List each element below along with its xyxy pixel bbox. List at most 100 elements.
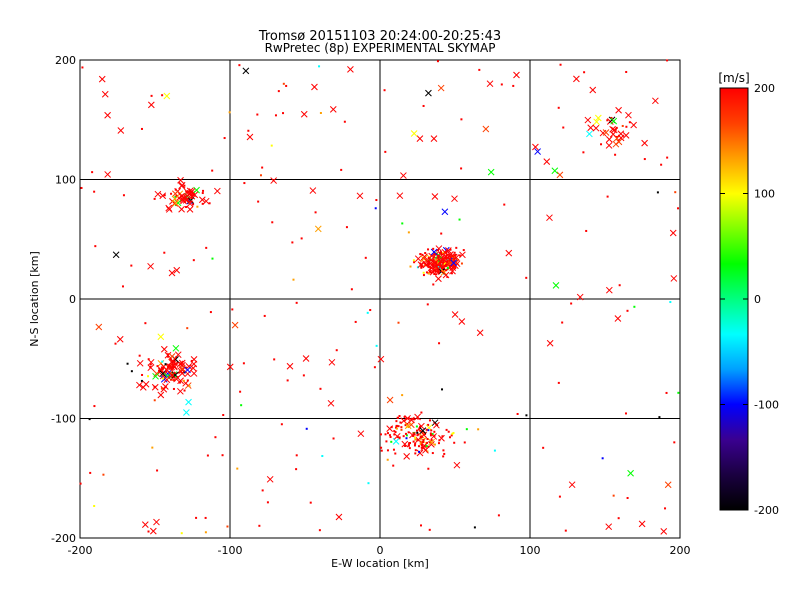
marker-x <box>117 127 125 134</box>
marker-point <box>447 430 450 433</box>
marker-point <box>147 375 150 378</box>
marker-x <box>425 89 432 97</box>
marker-point <box>427 248 430 251</box>
marker-point <box>462 249 465 252</box>
marker-x <box>98 75 106 83</box>
marker-point <box>674 191 677 194</box>
marker-point <box>400 426 403 429</box>
marker-point <box>525 414 528 417</box>
marker-point <box>493 449 496 452</box>
colorbar-tick-label: -100 <box>754 399 779 412</box>
marker-point <box>256 113 259 116</box>
marker-point <box>458 218 461 221</box>
marker-point <box>453 251 456 254</box>
marker-point <box>185 190 188 193</box>
marker-point <box>205 246 208 249</box>
y-tick-labels: 200 100 0 -100 -200 <box>51 54 680 545</box>
marker-point <box>449 248 452 251</box>
marker-point <box>412 434 415 437</box>
marker-x <box>178 365 186 372</box>
marker-point <box>409 265 412 268</box>
marker-x <box>178 205 185 213</box>
marker-x <box>178 359 186 367</box>
marker-point <box>451 258 454 261</box>
marker-x <box>139 384 147 391</box>
marker-point <box>204 531 207 534</box>
marker-point <box>425 444 428 447</box>
marker-point <box>354 320 357 323</box>
marker-point <box>126 362 129 365</box>
marker-x <box>404 422 412 430</box>
marker-point <box>161 94 164 97</box>
marker-x <box>177 377 184 385</box>
marker-point <box>413 261 416 264</box>
marker-point <box>458 254 461 257</box>
marker-x <box>149 527 157 535</box>
marker-x <box>177 176 184 184</box>
marker-x <box>178 182 185 190</box>
marker-point <box>601 457 604 460</box>
marker-point <box>407 444 410 447</box>
marker-point <box>432 269 435 272</box>
marker-point <box>190 359 193 362</box>
marker-point <box>138 354 141 357</box>
data-markers <box>79 59 680 535</box>
marker-point <box>415 425 418 428</box>
marker-point <box>426 441 429 444</box>
marker-point <box>261 489 264 492</box>
marker-point <box>437 262 440 265</box>
marker-x <box>335 513 343 521</box>
marker-x <box>441 208 449 216</box>
marker-point <box>186 379 189 382</box>
marker-point <box>441 270 444 273</box>
marker-point <box>400 428 403 431</box>
marker-point <box>211 169 214 172</box>
marker-x <box>172 344 180 352</box>
marker-point <box>79 482 82 485</box>
marker-point <box>427 429 430 432</box>
marker-x <box>400 172 407 179</box>
marker-x <box>627 469 634 477</box>
marker-point <box>431 433 434 436</box>
marker-point <box>417 433 420 436</box>
marker-x <box>329 106 337 113</box>
marker-x <box>610 117 618 125</box>
marker-point <box>420 524 423 527</box>
marker-x <box>556 171 564 179</box>
marker-x <box>159 192 167 200</box>
marker-point <box>610 116 613 119</box>
marker-point <box>615 135 618 138</box>
marker-point <box>430 438 433 441</box>
marker-x <box>664 481 672 489</box>
marker-point <box>585 229 588 232</box>
marker-point <box>398 415 401 418</box>
marker-point <box>202 189 205 192</box>
marker-point <box>419 429 422 432</box>
marker-point <box>478 68 481 71</box>
marker-point <box>617 517 620 520</box>
marker-x <box>327 399 335 407</box>
marker-x <box>638 520 646 528</box>
marker-point <box>435 273 438 276</box>
marker-x <box>177 387 184 395</box>
marker-x <box>193 186 200 194</box>
marker-point <box>384 433 387 436</box>
marker-point <box>140 127 143 130</box>
marker-point <box>427 467 430 470</box>
marker-point <box>440 267 443 270</box>
marker-point <box>295 454 298 457</box>
marker-point <box>271 221 274 224</box>
marker-point <box>614 128 617 131</box>
marker-x <box>270 177 278 184</box>
marker-x <box>141 521 149 529</box>
marker-x <box>147 262 154 270</box>
marker-point <box>440 232 443 235</box>
colorbar-ticks: 200 100 0 -100 -200 <box>720 82 779 517</box>
x-tick-label: 100 <box>520 544 541 557</box>
marker-point <box>426 450 429 453</box>
marker-point <box>291 241 294 244</box>
marker-point <box>419 435 422 438</box>
marker-point <box>656 191 659 194</box>
marker-point <box>93 504 96 507</box>
marker-point <box>626 497 629 500</box>
